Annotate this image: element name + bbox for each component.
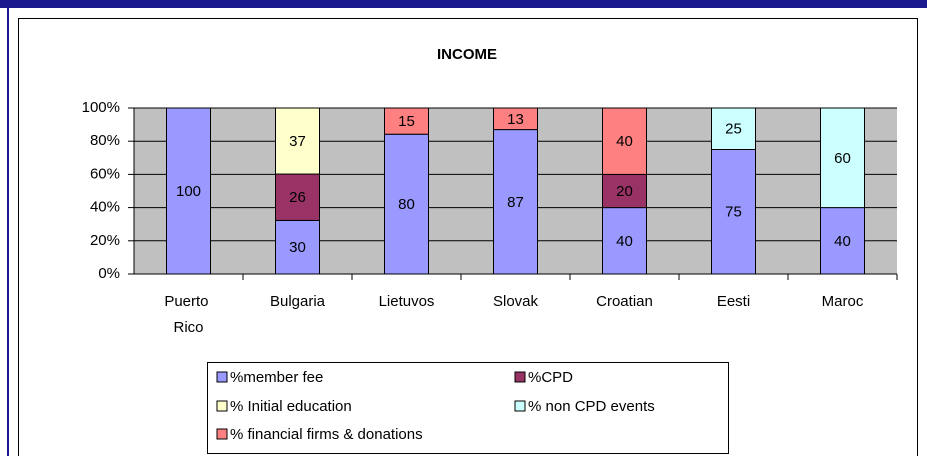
y-tick-label: 60% <box>90 165 120 182</box>
bar-segment <box>166 107 211 275</box>
data-label: 100 <box>176 183 201 200</box>
data-label: 37 <box>289 133 306 150</box>
legend-label: %member fee <box>230 369 323 386</box>
data-label: 25 <box>725 121 742 138</box>
legend-swatch <box>514 371 526 383</box>
legend-swatch <box>216 400 228 412</box>
bar-segment <box>602 207 647 275</box>
y-tick-label: 0% <box>98 265 120 282</box>
x-tick-label: Slovak <box>493 293 539 310</box>
legend-label: % Initial education <box>230 398 352 415</box>
left-border <box>7 0 9 456</box>
x-tick-label: Eesti <box>717 293 750 310</box>
x-tick-label: Maroc <box>822 293 864 310</box>
data-label: 40 <box>834 233 851 250</box>
bar-segment <box>602 173 647 209</box>
bar-segment <box>275 107 320 175</box>
bar-segment <box>711 149 756 275</box>
data-label: 13 <box>507 111 524 128</box>
y-tick-label: 100% <box>82 99 120 116</box>
bar-segment <box>493 129 538 275</box>
bar-segment <box>384 107 429 135</box>
bar-segment <box>711 107 756 150</box>
legend-label: %CPD <box>528 369 573 386</box>
legend-swatch <box>514 400 526 412</box>
data-label: 40 <box>616 233 633 250</box>
x-tick-label: Croatian <box>596 293 653 310</box>
legend-label: % financial firms & donations <box>230 426 423 443</box>
data-label: 26 <box>289 189 306 206</box>
data-label: 20 <box>616 183 633 200</box>
y-tick-label: 80% <box>90 132 120 149</box>
legend-swatch <box>216 428 228 440</box>
x-tick-label: Bulgaria <box>270 293 326 310</box>
data-label: 15 <box>398 113 415 130</box>
data-label: 80 <box>398 196 415 213</box>
x-tick-label: Puerto Rico <box>164 293 212 336</box>
y-tick-label: 40% <box>90 199 120 216</box>
legend-label: % non CPD events <box>528 398 655 415</box>
bar-segment <box>384 133 429 275</box>
top-border <box>0 0 927 8</box>
bar-segment <box>493 107 538 131</box>
data-label: 75 <box>725 204 742 221</box>
data-label: 87 <box>507 194 524 211</box>
bar-segment <box>275 173 320 221</box>
data-label: 30 <box>289 239 306 256</box>
y-tick-label: 20% <box>90 232 120 249</box>
data-label: 40 <box>616 133 633 150</box>
bar-segment <box>602 107 647 175</box>
x-tick-label: Lietuvos <box>379 293 435 310</box>
legend-swatch <box>216 371 228 383</box>
bar-segment <box>820 207 865 275</box>
chart-title: INCOME <box>437 46 497 63</box>
data-label: 60 <box>834 150 851 167</box>
legend <box>207 362 729 454</box>
bar-segment <box>820 107 865 209</box>
